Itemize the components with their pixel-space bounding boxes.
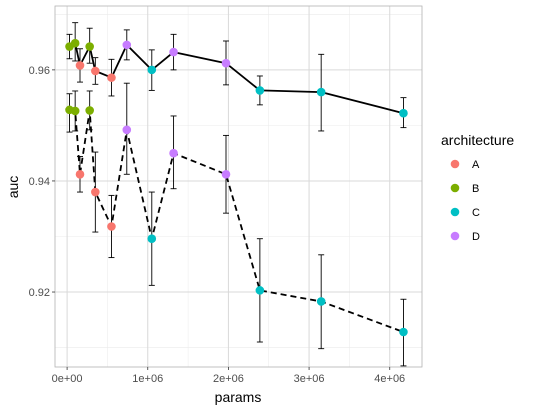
x-tick-label: 0e+00	[52, 373, 83, 385]
data-point-a	[107, 73, 116, 82]
data-points	[65, 38, 408, 337]
data-point-d	[221, 169, 231, 179]
data-point-a	[107, 222, 116, 231]
grid-minor	[55, 6, 422, 367]
data-point-c	[399, 327, 408, 337]
x-tick-label: 3e+06	[294, 373, 325, 385]
x-tick-label: 1e+06	[132, 373, 163, 385]
legend-title: architecture	[441, 132, 514, 148]
x-tick-label: 2e+06	[213, 373, 244, 385]
data-point-d	[122, 125, 132, 135]
legend-key-d	[450, 231, 460, 241]
y-tick-label: 0.94	[29, 176, 50, 188]
data-point-c	[316, 297, 326, 306]
data-point-b	[85, 42, 94, 51]
data-point-a	[75, 61, 85, 70]
legend-key-a	[450, 159, 460, 169]
y-axis-ticks: 0.92 0.94 0.96	[29, 65, 55, 299]
x-axis-ticks: 0e+00 1e+06 2e+06 3e+06 4e+06	[52, 367, 405, 385]
legend-label-a: A	[472, 159, 480, 171]
data-point-c	[399, 108, 408, 118]
data-point-c	[147, 234, 157, 244]
data-point-d	[169, 47, 178, 57]
data-point-a	[75, 169, 85, 179]
data-point-d	[221, 58, 231, 68]
data-point-c	[316, 87, 326, 97]
legend-key-b	[450, 183, 460, 193]
data-point-a	[91, 187, 100, 197]
legend-key-c	[450, 207, 460, 217]
panel-border	[54, 5, 423, 368]
data-point-b	[85, 106, 94, 115]
legend-label-c: C	[472, 207, 480, 219]
data-point-b	[70, 106, 80, 116]
data-point-c	[255, 286, 265, 295]
data-point-b	[70, 38, 80, 48]
y-tick-label: 0.96	[29, 65, 50, 77]
y-tick-label: 0.92	[29, 287, 50, 299]
y-axis-title: auc	[5, 176, 21, 199]
data-point-c	[255, 86, 265, 95]
data-point-a	[91, 66, 100, 76]
data-point-c	[147, 65, 157, 75]
x-axis-title: params	[215, 389, 262, 405]
legend-label-d: D	[472, 231, 480, 243]
data-point-d	[122, 40, 132, 50]
legend-label-b: B	[472, 183, 479, 195]
data-point-d	[169, 148, 178, 158]
x-tick-label: 4e+06	[374, 373, 405, 385]
